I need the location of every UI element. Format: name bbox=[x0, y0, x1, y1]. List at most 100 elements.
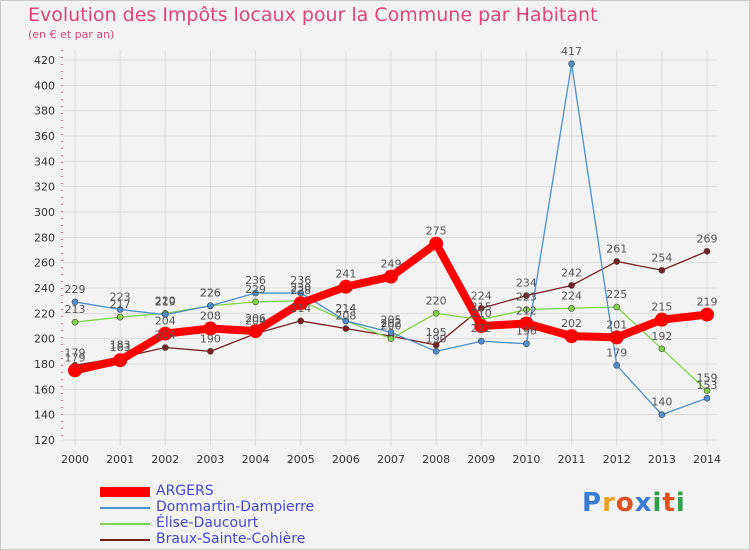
data-label: 217 bbox=[110, 298, 131, 311]
x-tick-label: 2002 bbox=[151, 453, 179, 466]
x-tick-label: 2005 bbox=[287, 453, 315, 466]
data-point bbox=[474, 319, 489, 333]
data-point bbox=[161, 311, 169, 318]
data-point bbox=[523, 306, 530, 313]
data-label: 204 bbox=[155, 315, 176, 328]
data-point bbox=[654, 312, 669, 327]
data-label: 201 bbox=[606, 318, 627, 331]
data-label: 222 bbox=[471, 322, 492, 335]
data-point bbox=[116, 306, 124, 313]
x-tick-label: 2011 bbox=[558, 453, 586, 466]
data-point bbox=[613, 361, 621, 369]
data-label: 179 bbox=[65, 346, 86, 359]
x-tick-label: 2008 bbox=[422, 453, 450, 466]
data-point bbox=[384, 269, 398, 284]
x-tick-label: 2014 bbox=[693, 453, 721, 466]
data-point bbox=[342, 317, 350, 325]
data-label: 190 bbox=[426, 332, 447, 345]
logo-letter: i bbox=[675, 488, 686, 518]
plot-area bbox=[62, 50, 727, 440]
logo-letter: P bbox=[582, 488, 603, 518]
data-label: 200 bbox=[381, 320, 402, 333]
data-label: 226 bbox=[200, 287, 221, 300]
data-point bbox=[71, 318, 79, 326]
y-tick-label: 280 bbox=[34, 231, 55, 244]
data-label: 249 bbox=[381, 258, 402, 271]
data-label: 202 bbox=[561, 317, 582, 330]
legend-swatch-elise bbox=[100, 523, 150, 525]
data-label: 206 bbox=[245, 312, 266, 325]
data-point bbox=[658, 345, 666, 353]
data-label: 204 bbox=[245, 315, 266, 328]
x-tick-label: 2007 bbox=[377, 453, 405, 466]
data-point bbox=[252, 289, 259, 297]
data-point bbox=[613, 258, 621, 265]
data-label: 229 bbox=[65, 283, 86, 296]
data-point bbox=[564, 329, 579, 344]
data-label: 223 bbox=[516, 291, 537, 304]
legend-swatch-argers bbox=[100, 487, 150, 497]
data-point bbox=[609, 330, 624, 345]
data-label: 269 bbox=[697, 232, 718, 245]
data-point bbox=[703, 387, 711, 394]
data-label: 214 bbox=[335, 302, 356, 315]
data-label: 179 bbox=[65, 351, 86, 364]
data-label: 241 bbox=[335, 268, 356, 281]
data-point bbox=[161, 344, 169, 351]
y-tick-label: 320 bbox=[34, 181, 55, 194]
data-point bbox=[248, 324, 263, 339]
y-tick-label: 400 bbox=[34, 79, 55, 92]
y-tick-label: 140 bbox=[34, 409, 55, 422]
data-label: 215 bbox=[651, 301, 672, 314]
data-label: 224 bbox=[561, 289, 582, 302]
data-label: 140 bbox=[651, 396, 672, 409]
data-point bbox=[523, 340, 530, 348]
data-label: 234 bbox=[516, 277, 537, 290]
legend-swatch-dommartin bbox=[100, 507, 150, 509]
data-label: 202 bbox=[381, 317, 402, 330]
chart-title: Evolution des Impôts locaux pour la Comm… bbox=[28, 4, 598, 26]
data-label: 236 bbox=[245, 274, 266, 287]
data-label: 153 bbox=[697, 379, 718, 392]
data-label: 210 bbox=[471, 307, 492, 320]
data-label: 208 bbox=[335, 310, 356, 323]
y-tick-label: 300 bbox=[34, 206, 55, 219]
data-point bbox=[703, 394, 711, 402]
data-label: 242 bbox=[561, 266, 582, 279]
data-point bbox=[342, 325, 350, 332]
data-point bbox=[429, 236, 444, 251]
data-point bbox=[387, 335, 395, 342]
data-label: 183 bbox=[110, 341, 131, 354]
logo-letter: r bbox=[602, 488, 616, 518]
data-label: 220 bbox=[426, 294, 447, 307]
data-label: 215 bbox=[471, 301, 492, 314]
x-tick-label: 2003 bbox=[196, 453, 224, 466]
logo-letter: o bbox=[615, 488, 635, 518]
legend-label: ARGERS bbox=[156, 483, 214, 499]
y-tick-label: 200 bbox=[34, 333, 55, 346]
data-label: 183 bbox=[110, 339, 131, 352]
data-label: 236 bbox=[290, 274, 311, 287]
data-label: 192 bbox=[651, 330, 672, 343]
data-point bbox=[71, 298, 79, 306]
data-label: 224 bbox=[471, 289, 492, 302]
data-label: 190 bbox=[200, 332, 221, 345]
x-tick-label: 2010 bbox=[512, 453, 540, 466]
data-point bbox=[519, 316, 534, 331]
data-point bbox=[432, 348, 440, 355]
data-label: 204 bbox=[155, 329, 176, 342]
logo-letter: x bbox=[634, 488, 653, 518]
data-label: 225 bbox=[606, 288, 627, 301]
logo-letter: t bbox=[662, 488, 676, 518]
data-label: 205 bbox=[381, 313, 402, 326]
data-label: 228 bbox=[290, 284, 311, 297]
data-point bbox=[207, 348, 214, 355]
x-tick-label: 2009 bbox=[467, 453, 495, 466]
y-tick-label: 120 bbox=[34, 434, 55, 447]
data-point bbox=[568, 60, 575, 68]
data-point bbox=[613, 303, 621, 311]
data-label: 214 bbox=[290, 302, 311, 315]
data-point bbox=[568, 282, 575, 289]
chart-subtitle: (en € et par an) bbox=[28, 28, 115, 41]
data-point bbox=[297, 317, 305, 325]
